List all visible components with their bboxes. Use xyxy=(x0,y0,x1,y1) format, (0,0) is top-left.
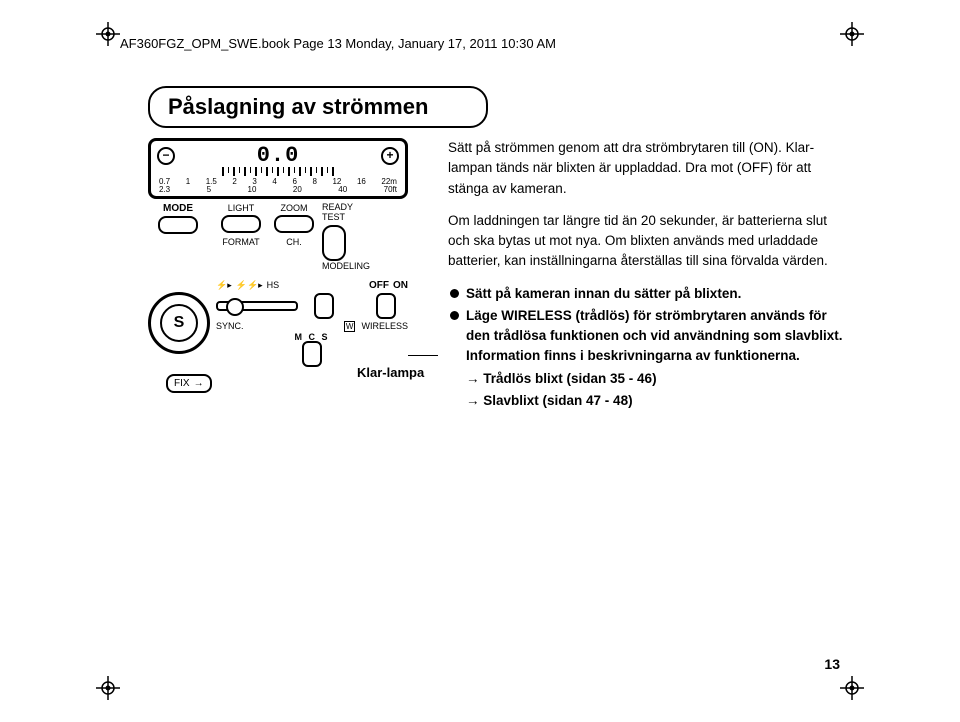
device-illustration: − 0.0 + 0.711.523468121622m 2.3510204070… xyxy=(148,138,408,393)
scale-value: 8 xyxy=(312,178,316,186)
on-button[interactable] xyxy=(376,293,396,319)
callout-line xyxy=(408,355,438,357)
format-label: FORMAT xyxy=(216,237,266,247)
dial-letter: S xyxy=(160,304,198,342)
fix-button[interactable]: FIX → xyxy=(166,374,212,393)
mode-dial[interactable]: S xyxy=(148,292,210,354)
scale-value: 10 xyxy=(248,186,257,194)
arrow-right-icon: → xyxy=(466,393,483,408)
scale-value: 2.3 xyxy=(159,186,170,194)
w-icon: W xyxy=(344,321,356,332)
scale-value: 1 xyxy=(186,178,190,186)
ch-label: CH. xyxy=(274,237,314,247)
scale-value: 20 xyxy=(293,186,302,194)
section-title: Påslagning av strömmen xyxy=(148,86,488,128)
lcd-readout: 0.0 xyxy=(257,143,300,168)
crop-mark-bl xyxy=(96,676,120,700)
crop-mark-tl xyxy=(96,22,120,46)
bolt-icon: ⚡▸ xyxy=(216,280,232,291)
scale-value: 5 xyxy=(207,186,211,194)
arrow-right-icon: → xyxy=(194,378,204,389)
crop-mark-br xyxy=(840,676,864,700)
scale-value: 2 xyxy=(232,178,236,186)
bolt-icon: ⚡⚡▸ xyxy=(236,280,263,291)
bullet-1: Sätt på kameran innan du sätter på blixt… xyxy=(448,284,848,304)
scale-feet: 2.3 5 10 20 40 70ft xyxy=(157,186,399,194)
page-header: AF360FGZ_OPM_SWE.book Page 13 Monday, Ja… xyxy=(120,36,556,51)
zoom-button[interactable] xyxy=(274,215,314,233)
hs-label: HS xyxy=(267,280,280,290)
scale-value: 16 xyxy=(357,178,366,186)
ready-test-button[interactable] xyxy=(322,225,346,261)
bullet-2: Läge WIRELESS (trådlös) för strömbrytare… xyxy=(448,306,848,367)
light-button[interactable] xyxy=(221,215,261,233)
sync-label: SYNC. xyxy=(216,321,244,331)
link-2: → Slavblixt (sidan 47 - 48) xyxy=(448,391,848,411)
lcd-panel: − 0.0 + 0.711.523468121622m 2.3510204070… xyxy=(148,138,408,199)
paragraph-1: Sätt på strömmen genom att dra strömbryt… xyxy=(448,138,848,199)
off-label: OFF xyxy=(369,280,389,291)
off-button[interactable] xyxy=(314,293,334,319)
sync-slider[interactable] xyxy=(216,301,298,311)
paragraph-2: Om laddningen tar längre tid än 20 sekun… xyxy=(448,211,848,272)
light-label: LIGHT xyxy=(216,203,266,213)
minus-icon: − xyxy=(157,147,175,165)
on-label: ON xyxy=(393,280,408,291)
mode-label: MODE xyxy=(148,203,208,214)
zoom-label: ZOOM xyxy=(274,203,314,213)
mcs-switch[interactable] xyxy=(302,341,322,367)
fix-label: FIX xyxy=(174,378,190,389)
scale-value: 4 xyxy=(272,178,276,186)
page-number: 13 xyxy=(824,656,840,672)
scale-meters: 0.711.523468121622m xyxy=(157,178,399,186)
link-1-text: Trådlös blixt (sidan 35 - 46) xyxy=(483,371,656,386)
scale-value: 70ft xyxy=(384,186,397,194)
body-text: Sätt på strömmen genom att dra strömbryt… xyxy=(448,138,848,413)
wireless-label: WIRELESS xyxy=(361,321,408,331)
mode-button[interactable] xyxy=(158,216,198,234)
lcd-ticks xyxy=(161,167,395,176)
arrow-right-icon: → xyxy=(466,371,483,386)
test-label: TEST xyxy=(322,213,388,223)
scale-value: 40 xyxy=(338,186,347,194)
link-2-text: Slavblixt (sidan 47 - 48) xyxy=(483,393,632,408)
plus-icon: + xyxy=(381,147,399,165)
modeling-label: MODELING xyxy=(322,262,388,272)
crop-mark-tr xyxy=(840,22,864,46)
klar-lampa-label: Klar-lampa xyxy=(350,362,431,383)
link-1: → Trådlös blixt (sidan 35 - 46) xyxy=(448,369,848,389)
